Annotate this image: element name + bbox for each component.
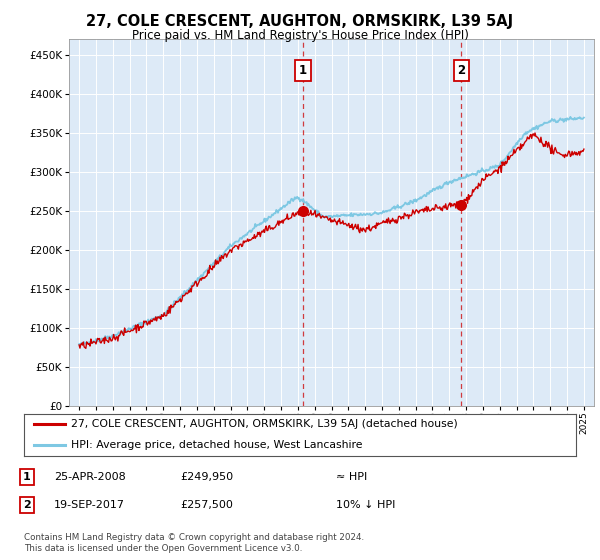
Text: HPI: Average price, detached house, West Lancashire: HPI: Average price, detached house, West… (71, 441, 362, 450)
Text: £257,500: £257,500 (180, 500, 233, 510)
Text: Price paid vs. HM Land Registry's House Price Index (HPI): Price paid vs. HM Land Registry's House … (131, 29, 469, 42)
Text: £249,950: £249,950 (180, 472, 233, 482)
Text: 27, COLE CRESCENT, AUGHTON, ORMSKIRK, L39 5AJ (detached house): 27, COLE CRESCENT, AUGHTON, ORMSKIRK, L3… (71, 419, 458, 430)
Text: 2: 2 (457, 64, 466, 77)
Text: 25-APR-2008: 25-APR-2008 (54, 472, 126, 482)
Text: 27, COLE CRESCENT, AUGHTON, ORMSKIRK, L39 5AJ: 27, COLE CRESCENT, AUGHTON, ORMSKIRK, L3… (86, 14, 514, 29)
Text: Contains HM Land Registry data © Crown copyright and database right 2024.
This d: Contains HM Land Registry data © Crown c… (24, 533, 364, 553)
Text: 1: 1 (299, 64, 307, 77)
Text: ≈ HPI: ≈ HPI (336, 472, 367, 482)
Text: 10% ↓ HPI: 10% ↓ HPI (336, 500, 395, 510)
Text: 1: 1 (23, 472, 31, 482)
Text: 19-SEP-2017: 19-SEP-2017 (54, 500, 125, 510)
Text: 2: 2 (23, 500, 31, 510)
